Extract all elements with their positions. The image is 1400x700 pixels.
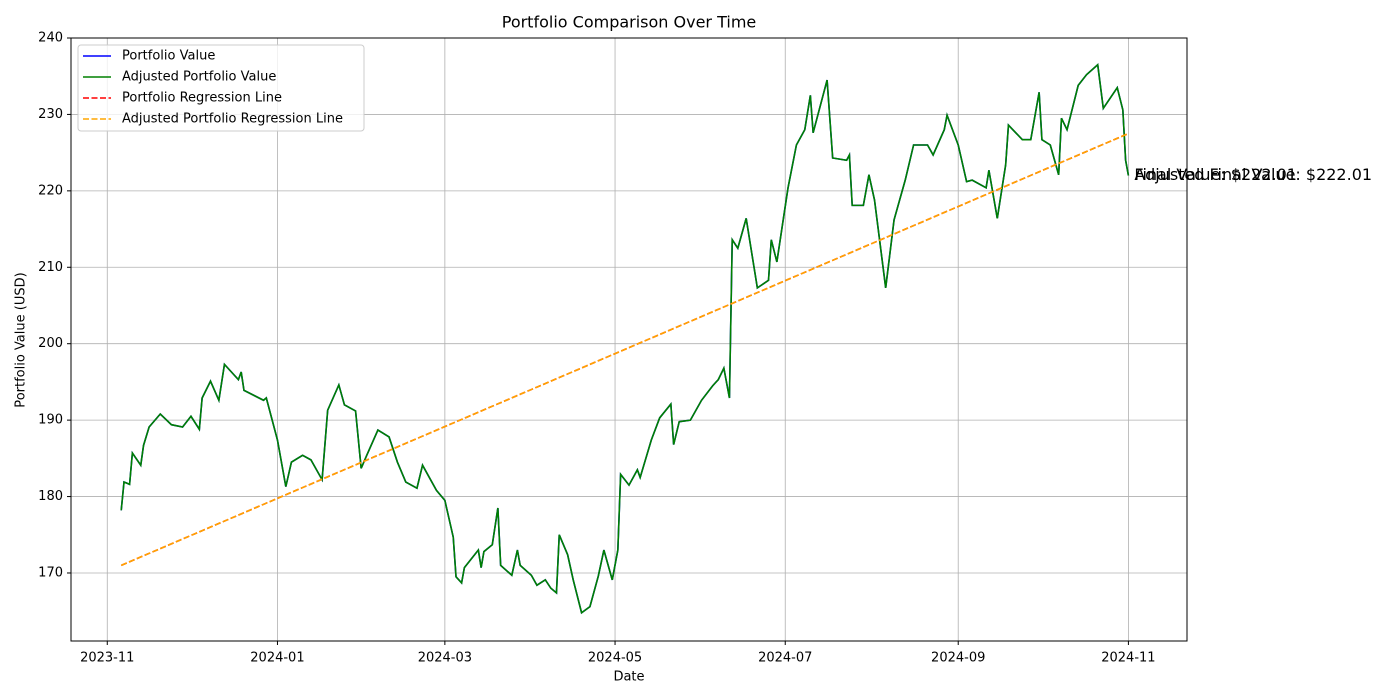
legend-label: Adjusted Portfolio Regression Line [122, 112, 343, 127]
y-tick-label: 210 [38, 260, 63, 275]
annotation: Final Value: $222.01 [1134, 165, 1297, 184]
x-axis-label: Date [613, 670, 644, 685]
legend-label: Portfolio Regression Line [122, 91, 282, 106]
annotation: Adjusted Final Value: $222.01 [1134, 165, 1372, 184]
y-tick-label: 240 [38, 31, 63, 46]
x-tick-label: 2023-11 [80, 651, 134, 666]
legend: Portfolio Value Adjusted Portfolio Value P… [77, 44, 365, 132]
y-axis-label: Portfolio Value (USD) [14, 272, 29, 407]
x-tick-label: 2024-11 [1101, 651, 1155, 666]
y-tick-label: 190 [38, 413, 63, 428]
y-tick-label: 200 [38, 336, 63, 351]
y-tick-label: 170 [38, 565, 63, 580]
legend-box [77, 44, 365, 132]
y-tick-label: 230 [38, 107, 63, 122]
x-tick-label: 2024-07 [758, 651, 812, 666]
series-line [120, 63, 1130, 615]
plot-frame [70, 37, 1188, 642]
chart-title: Portfolio Comparison Over Time [502, 13, 757, 32]
x-tick-label: 2024-09 [931, 651, 985, 666]
x-tick-label: 2024-01 [250, 651, 304, 666]
series-line [120, 132, 1129, 567]
series-line [120, 63, 1130, 615]
x-tick-label: 2024-05 [588, 651, 642, 666]
legend-label: Adjusted Portfolio Value [122, 70, 276, 85]
y-tick-label: 220 [38, 183, 63, 198]
y-tick-label: 180 [38, 489, 63, 504]
x-tick-label: 2024-03 [418, 651, 472, 666]
legend-label: Portfolio Value [122, 49, 215, 64]
